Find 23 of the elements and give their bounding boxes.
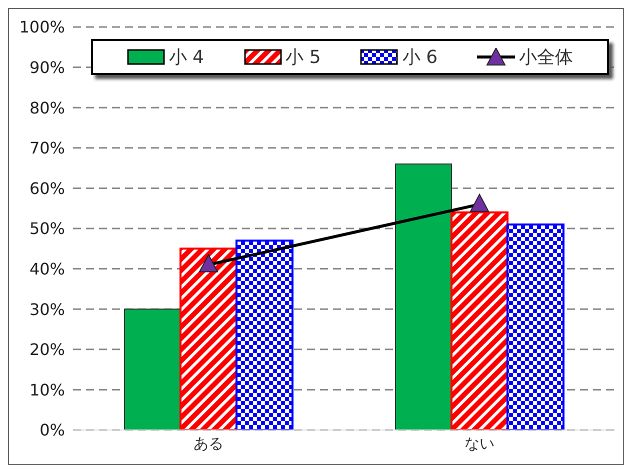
y-tick-label: 50% <box>29 219 65 238</box>
y-tick-label: 0% <box>40 420 65 440</box>
y-tick-label: 60% <box>29 178 65 198</box>
y-tick-label: 10% <box>29 380 65 400</box>
legend-label: 小 4 <box>168 46 204 69</box>
bar <box>179 248 238 430</box>
legend-label: 小 6 <box>402 46 438 69</box>
y-tick-label: 70% <box>29 138 65 158</box>
bar <box>235 240 294 430</box>
legend-label: 小 5 <box>286 46 321 69</box>
bar <box>450 211 508 430</box>
y-tick-label: 100% <box>19 18 65 37</box>
legend-label: 小全体 <box>519 46 574 69</box>
bar <box>394 164 452 430</box>
bar <box>124 308 181 430</box>
y-tick-label: 30% <box>29 300 65 319</box>
y-tick-label: 20% <box>29 340 65 360</box>
bar <box>506 223 564 430</box>
y-tick-label: 90% <box>29 58 65 77</box>
x-tick-label: ある <box>194 434 224 453</box>
x-tick-label: ない <box>464 434 494 453</box>
y-tick-label: 80% <box>29 98 65 118</box>
y-tick-label: 40% <box>29 259 65 278</box>
